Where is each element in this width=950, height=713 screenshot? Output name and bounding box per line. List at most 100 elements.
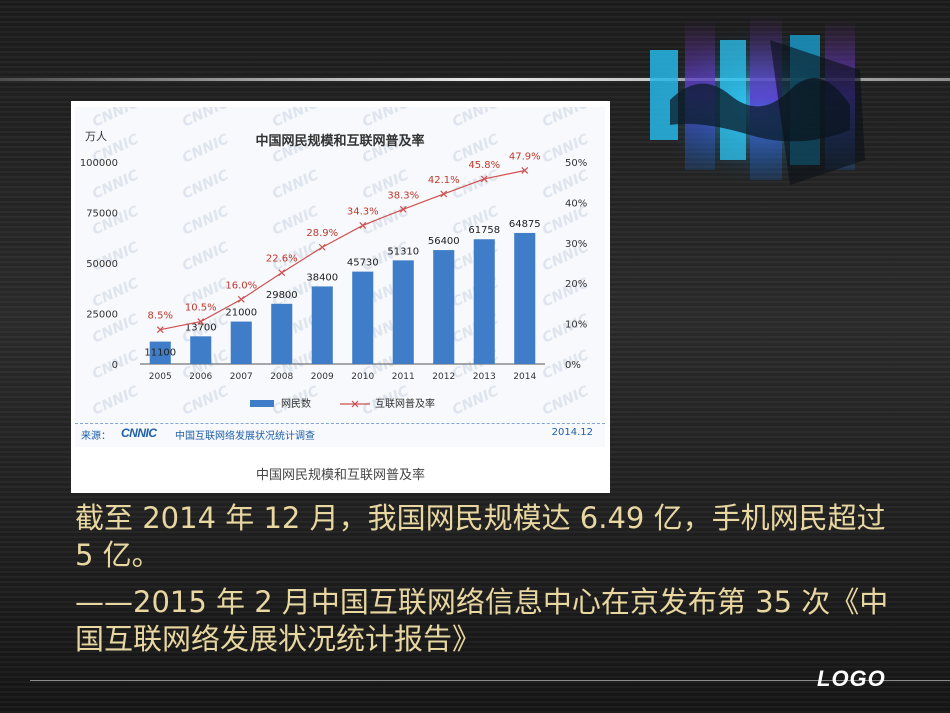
source-prefix: 来源： <box>81 431 111 442</box>
paragraph-stat: 截至 2014 年 12 月，我国网民规模达 6.49 亿，手机网民超过 5 亿… <box>75 501 886 572</box>
y-left-tick: 50000 <box>86 259 118 270</box>
watermark-text: CNNIC <box>90 107 142 131</box>
y-right-tick: 30% <box>565 239 587 250</box>
x-tick-label: 2014 <box>513 372 536 382</box>
watermark-text: CNNIC <box>360 107 412 131</box>
rate-value-label: 42.1% <box>428 175 460 186</box>
watermark-text: CNNIC <box>90 275 142 311</box>
y-left-tick: 100000 <box>80 158 118 169</box>
rate-value-label: 34.3% <box>347 206 379 217</box>
watermark-text: CNNIC <box>540 383 592 419</box>
x-tick-label: 2009 <box>311 372 334 382</box>
bar-value-label: 38400 <box>306 272 338 283</box>
watermark-text: CNNIC <box>180 167 232 203</box>
bar-value-label: 13700 <box>185 322 217 333</box>
bar <box>230 321 252 364</box>
rate-point <box>318 243 326 251</box>
legend-bar-swatch <box>250 400 274 407</box>
bar <box>311 286 333 364</box>
watermark-text: CNNIC <box>180 383 232 419</box>
bar <box>352 271 374 364</box>
rate-value-label: 8.5% <box>148 311 173 322</box>
logo-text: LOGO <box>817 666 886 691</box>
watermark-text: CNNIC <box>90 167 142 203</box>
top-divider <box>0 78 950 81</box>
legend-line-label: 互联网普及率 <box>375 397 435 410</box>
watermark-text: CNNIC <box>270 107 322 131</box>
rate-point <box>237 295 245 303</box>
y-unit-label: 万人 <box>85 130 107 143</box>
rate-value-label: 16.0% <box>225 280 257 291</box>
chart-panel: CNNIC CNNIC CNNIC CNNIC CNNIC CNNIC CNNIC CNNIC… <box>71 101 610 493</box>
y-right-tick: 10% <box>565 320 587 331</box>
x-tick-label: 2013 <box>473 372 496 382</box>
rate-point <box>480 175 488 183</box>
bar <box>392 260 414 364</box>
x-tick-label: 2010 <box>351 372 374 382</box>
bar <box>149 341 171 364</box>
chart-area: CNNIC CNNIC CNNIC CNNIC CNNIC CNNIC CNNIC CNNIC… <box>75 107 605 447</box>
bar-value-label: 11100 <box>144 348 176 359</box>
bar <box>514 232 536 364</box>
bar <box>433 250 455 364</box>
rate-point <box>197 318 205 326</box>
rate-point <box>399 205 407 213</box>
bar-value-label: 64875 <box>509 219 541 230</box>
bar <box>271 303 293 364</box>
watermark-text: CNNIC <box>540 107 592 131</box>
bar-value-label: 61758 <box>468 225 500 236</box>
y-left-tick: 75000 <box>86 209 118 220</box>
paragraph-source: ——2015 年 2 月中国互联网络信息中心在京发布第 35 次《中国互联网络发… <box>75 585 889 656</box>
chart-caption: 中国网民规模和互联网普及率 <box>255 468 425 483</box>
y-right-tick: 50% <box>565 158 587 169</box>
legend-line-marker <box>351 400 359 408</box>
x-tick-label: 2007 <box>230 372 253 382</box>
legend-bar-label: 网民数 <box>281 397 311 410</box>
bar <box>473 239 495 364</box>
bar-value-label: 21000 <box>225 308 257 319</box>
x-tick-label: 2011 <box>392 372 415 382</box>
x-tick-label: 2012 <box>432 372 455 382</box>
watermark-text: CNNIC <box>450 107 502 131</box>
watermark-text: CNNIC <box>180 131 232 167</box>
bar-value-label: 51310 <box>387 246 419 257</box>
bottom-divider <box>30 680 950 681</box>
rate-point <box>521 167 529 174</box>
decorative-globe-image <box>650 15 870 185</box>
watermark-text: CNNIC <box>180 239 232 275</box>
rate-value-label: 10.5% <box>185 303 217 314</box>
bar-value-label: 45730 <box>347 258 379 269</box>
rate-point <box>278 269 286 277</box>
cnnic-logo: CNNIC <box>121 426 157 440</box>
watermark-text: CNNIC <box>540 167 592 203</box>
y-left-tick: 25000 <box>86 310 118 321</box>
y-left-tick: 0 <box>112 360 118 371</box>
watermark-text: CNNIC <box>180 203 232 239</box>
rate-value-label: 45.8% <box>468 160 500 171</box>
y-right-tick: 0% <box>565 360 581 371</box>
slide-body: 截至 2014 年 12 月，我国网民规模达 6.49 亿，手机网民超过 5 亿… <box>75 500 895 658</box>
x-tick-label: 2008 <box>270 372 293 382</box>
watermark-text: CNNIC <box>180 107 232 131</box>
rate-value-label: 47.9% <box>509 151 541 162</box>
x-tick-label: 2005 <box>149 372 172 382</box>
y-right-tick: 40% <box>565 198 587 209</box>
bar-value-label: 56400 <box>428 236 460 247</box>
rate-value-label: 38.3% <box>387 190 419 201</box>
source-date: 2014.12 <box>551 427 593 438</box>
bar <box>190 336 212 364</box>
rate-point <box>440 190 448 198</box>
bar-value-label: 29800 <box>266 290 298 301</box>
rate-value-label: 22.6% <box>266 254 298 265</box>
watermark-text: CNNIC <box>450 383 502 419</box>
watermark-text: CNNIC <box>270 167 322 203</box>
x-tick-label: 2006 <box>189 372 212 382</box>
source-divider <box>75 423 605 425</box>
source-text: 中国互联网络发展状况统计调查 <box>175 431 315 442</box>
rate-point <box>359 222 367 229</box>
chart-title: 中国网民规模和互联网普及率 <box>255 133 424 149</box>
rate-point <box>156 326 164 334</box>
rate-line <box>160 169 525 331</box>
rate-value-label: 28.9% <box>306 228 338 239</box>
